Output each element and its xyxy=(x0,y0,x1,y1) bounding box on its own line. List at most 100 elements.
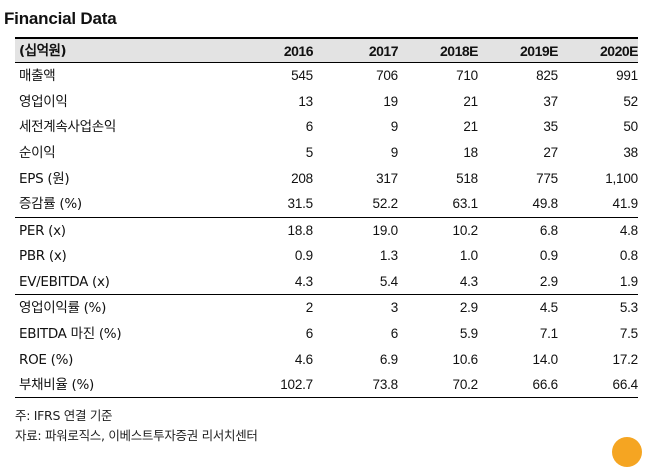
cell-value: 19 xyxy=(383,93,398,109)
cell-value: 35 xyxy=(543,119,558,135)
cell-value: 27 xyxy=(543,145,558,161)
cell-value: 5.9 xyxy=(459,325,478,341)
cell-value: 10.2 xyxy=(452,222,479,238)
corner-badge xyxy=(612,437,642,467)
cell-value: 775 xyxy=(536,171,558,187)
cell-value: 18 xyxy=(463,145,478,161)
year-header: 2020E xyxy=(600,42,638,59)
cell-value: 50 xyxy=(623,119,638,135)
cell-value: 2.9 xyxy=(539,273,558,289)
cell-value: 6 xyxy=(305,325,314,341)
cell-value: 2.9 xyxy=(459,300,478,316)
cell-value: 6.8 xyxy=(539,222,558,238)
cell-value: 4.8 xyxy=(619,222,638,238)
row-label: EPS (원) xyxy=(19,171,70,188)
financial-table: (십억원) 2016 2017 2018E 2019E 2020E 매출액 54… xyxy=(15,37,639,399)
cell-value: 1,100 xyxy=(605,171,638,187)
cell-value: 14.0 xyxy=(532,351,559,367)
cell-value: 4.3 xyxy=(294,273,313,289)
table-row: 영업이익 13 19 21 37 52 xyxy=(15,89,638,115)
cell-value: 63.1 xyxy=(452,196,479,212)
cell-value: 825 xyxy=(536,67,558,83)
table-row: PBR (x) 0.9 1.3 1.0 0.9 0.8 xyxy=(15,244,638,270)
row-label: 매출액 xyxy=(19,67,56,84)
cell-value: 52 xyxy=(623,93,638,109)
row-label: ROE (%) xyxy=(19,351,74,368)
table-row: EBITDA 마진 (%) 6 6 5.9 7.1 7.5 xyxy=(15,321,638,347)
row-label: 부채비율 (%) xyxy=(19,376,94,393)
table-row: 순이익 5 9 18 27 38 xyxy=(15,140,638,166)
cell-value: 21 xyxy=(463,119,478,135)
cell-value: 4.3 xyxy=(459,273,478,289)
cell-value: 38 xyxy=(623,145,638,161)
cell-value: 706 xyxy=(376,67,398,83)
cell-value: 66.6 xyxy=(532,376,559,392)
cell-value: 2 xyxy=(305,300,314,316)
row-label: 세전계속사업손익 xyxy=(19,119,116,136)
row-label: EBITDA 마진 (%) xyxy=(19,325,122,342)
unit-label: (십억원) xyxy=(19,42,67,59)
cell-value: 18.8 xyxy=(287,222,314,238)
table-row: 세전계속사업손익 6 9 21 35 50 xyxy=(15,115,638,141)
cell-value: 6 xyxy=(305,119,314,135)
cell-value: 21 xyxy=(463,93,478,109)
cell-value: 102.7 xyxy=(280,376,313,392)
source-note: 자료: 파워로직스, 이베스트투자증권 리서치센터 xyxy=(15,428,258,443)
cell-value: 73.8 xyxy=(372,376,399,392)
cell-value: 31.5 xyxy=(287,196,314,212)
cell-value: 70.2 xyxy=(452,376,479,392)
cell-value: 1.9 xyxy=(619,273,638,289)
row-label: 순이익 xyxy=(19,145,56,162)
page-title: Financial Data xyxy=(4,9,117,28)
cell-value: 0.9 xyxy=(294,248,313,264)
basis-note: 주: IFRS 연결 기준 xyxy=(15,408,113,423)
row-label: EV/EBITDA (x) xyxy=(19,273,110,290)
cell-value: 6.9 xyxy=(379,351,398,367)
cell-value: 208 xyxy=(291,171,313,187)
table-header: (십억원) 2016 2017 2018E 2019E 2020E xyxy=(15,37,639,63)
cell-value: 19.0 xyxy=(372,222,399,238)
cell-value: 13 xyxy=(298,93,313,109)
row-label: 영업이익 xyxy=(19,93,68,110)
table-row: EV/EBITDA (x) 4.3 5.4 4.3 2.9 1.9 xyxy=(15,269,638,296)
cell-value: 41.9 xyxy=(612,196,639,212)
year-header: 2018E xyxy=(440,42,478,59)
cell-value: 0.8 xyxy=(619,248,638,264)
table-row: 증감률 (%) 31.5 52.2 63.1 49.8 41.9 xyxy=(15,192,638,218)
table-row: EPS (원) 208 317 518 775 1,100 xyxy=(15,166,638,192)
cell-value: 317 xyxy=(376,171,398,187)
cell-value: 4.5 xyxy=(539,300,558,316)
cell-value: 545 xyxy=(291,67,313,83)
cell-value: 518 xyxy=(456,171,478,187)
row-label: PBR (x) xyxy=(19,248,67,265)
cell-value: 17.2 xyxy=(612,351,639,367)
cell-value: 4.6 xyxy=(294,351,313,367)
cell-value: 5.3 xyxy=(619,300,638,316)
cell-value: 37 xyxy=(543,93,558,109)
cell-value: 3 xyxy=(390,300,399,316)
cell-value: 710 xyxy=(456,67,478,83)
cell-value: 49.8 xyxy=(532,196,559,212)
cell-value: 1.0 xyxy=(459,248,478,264)
cell-value: 991 xyxy=(616,67,638,83)
year-header: 2019E xyxy=(520,42,558,59)
table-row: PER (x) 18.8 19.0 10.2 6.8 4.8 xyxy=(15,218,638,244)
cell-value: 6 xyxy=(390,325,399,341)
cell-value: 10.6 xyxy=(452,351,479,367)
cell-value: 66.4 xyxy=(612,376,639,392)
row-label: 영업이익률 (%) xyxy=(19,300,107,317)
table-row: 부채비율 (%) 102.7 73.8 70.2 66.6 66.4 xyxy=(15,373,638,399)
cell-value: 9 xyxy=(390,119,399,135)
year-header: 2016 xyxy=(283,42,314,59)
cell-value: 7.1 xyxy=(539,325,558,341)
cell-value: 7.5 xyxy=(619,325,638,341)
year-header: 2017 xyxy=(368,42,399,59)
cell-value: 1.3 xyxy=(379,248,398,264)
table-row: 매출액 545 706 710 825 991 xyxy=(15,63,638,89)
cell-value: 5 xyxy=(305,145,314,161)
row-label: 증감률 (%) xyxy=(19,196,82,213)
cell-value: 52.2 xyxy=(372,196,399,212)
cell-value: 9 xyxy=(390,145,399,161)
table-row: ROE (%) 4.6 6.9 10.6 14.0 17.2 xyxy=(15,347,638,373)
table-row: 영업이익률 (%) 2 3 2.9 4.5 5.3 xyxy=(15,295,638,321)
